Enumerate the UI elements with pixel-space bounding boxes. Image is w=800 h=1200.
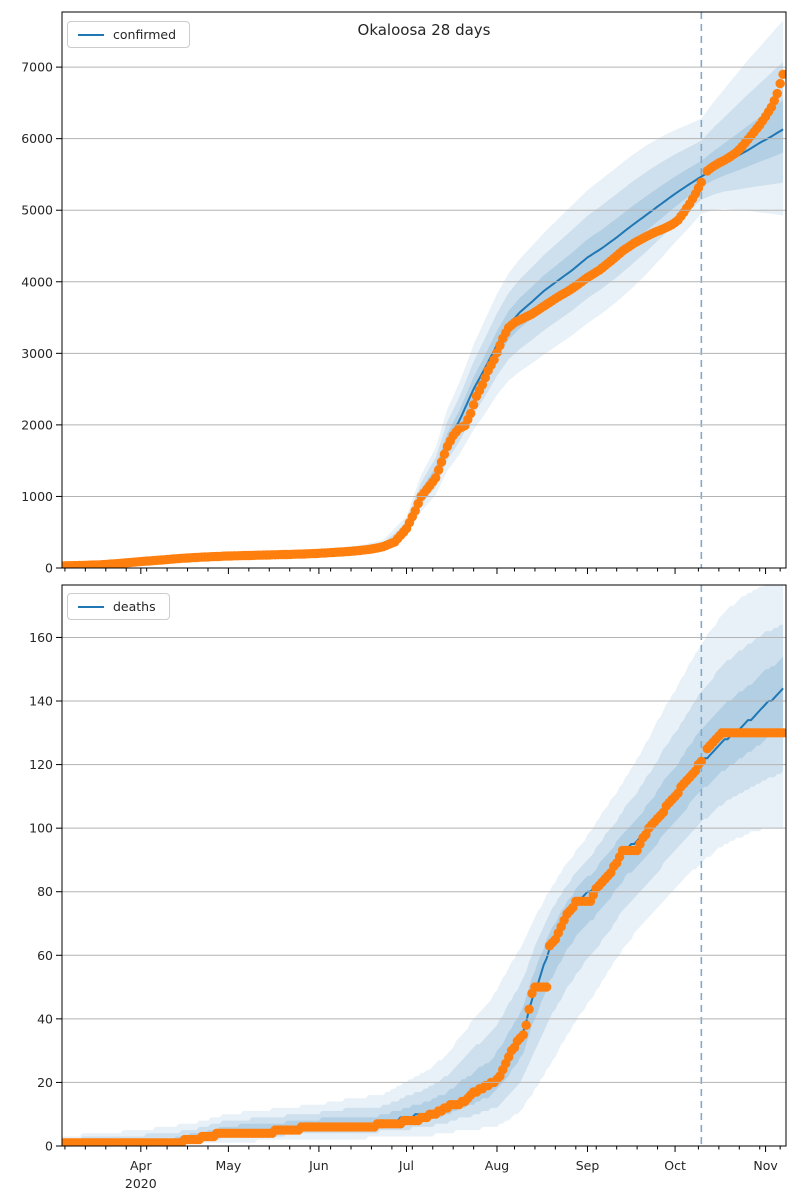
plot-border (61, 584, 787, 1147)
legend-deaths: deaths (67, 593, 170, 620)
y-tick-label: 20 (37, 1075, 53, 1090)
y-tick-label: 60 (37, 948, 53, 963)
chart-deaths: 0 20 40 60 80 100 120 140 160 Apr May Jun Jul Aug Sep O… (29, 584, 787, 1191)
y-tick-label: 160 (29, 630, 53, 645)
plot-area (62, 12, 786, 568)
legend-confirmed: confirmed (67, 21, 191, 48)
y-tick-label: 0 (45, 561, 53, 576)
y-tick-label: 5000 (21, 203, 53, 218)
y-tick-label: 1000 (21, 489, 53, 504)
chart-title: Okaloosa 28 days (357, 21, 491, 39)
legend-line-sample-icon (78, 605, 104, 608)
y-tick-label: 80 (37, 884, 53, 899)
legend-deaths-label: deaths (113, 599, 156, 614)
x-month-label: Sep (576, 1158, 600, 1173)
plot-area (62, 585, 786, 1146)
chart-confirmed: 0 1000 2000 3000 4000 5000 6000 7000 (21, 11, 787, 576)
legend-confirmed-label: confirmed (113, 27, 177, 42)
actual-scatter (62, 69, 786, 568)
y-tick-label: 2000 (21, 417, 53, 432)
y-tick-label: 3000 (21, 346, 53, 361)
confidence-band (62, 585, 784, 1146)
x-month-label: Oct (664, 1158, 686, 1173)
y-tick-label: 6000 (21, 131, 53, 146)
y-tick-label: 0 (45, 1139, 53, 1154)
plot-border (61, 11, 787, 569)
actual-scatter (62, 728, 786, 1146)
y-tick-label: 140 (29, 694, 53, 709)
y-tick-label: 120 (29, 757, 53, 772)
y-tick-label: 40 (37, 1011, 53, 1026)
x-year-label: 2020 (125, 1176, 157, 1191)
confidence-band (62, 624, 784, 1146)
y-tick-label: 7000 (21, 60, 53, 75)
x-month-label: Nov (753, 1158, 778, 1173)
y-tick-label: 4000 (21, 274, 53, 289)
x-month-label: Aug (485, 1158, 509, 1173)
y-tick-label: 100 (29, 821, 53, 836)
x-month-label: Jul (398, 1158, 414, 1173)
x-month-label: Jun (308, 1158, 329, 1173)
x-month-label: Apr (130, 1158, 152, 1173)
legend-line-sample-icon (78, 33, 104, 36)
x-month-label: May (215, 1158, 241, 1173)
